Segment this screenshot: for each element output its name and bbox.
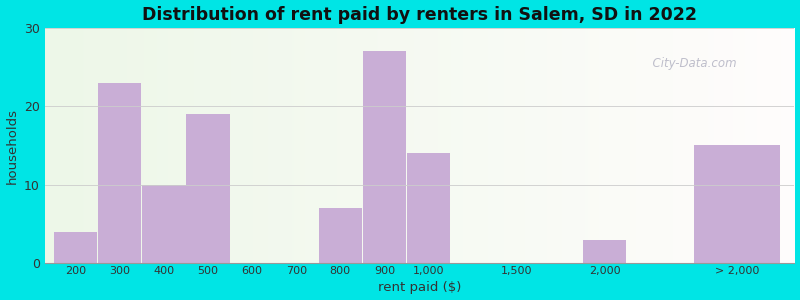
Bar bbox=[583, 240, 626, 263]
Bar bbox=[98, 83, 142, 263]
Title: Distribution of rent paid by renters in Salem, SD in 2022: Distribution of rent paid by renters in … bbox=[142, 6, 697, 24]
Bar bbox=[186, 114, 230, 263]
X-axis label: rent paid ($): rent paid ($) bbox=[378, 281, 462, 294]
Bar bbox=[362, 51, 406, 263]
Bar bbox=[142, 185, 186, 263]
Y-axis label: households: households bbox=[6, 107, 18, 184]
Bar bbox=[54, 232, 98, 263]
Bar bbox=[407, 153, 450, 263]
Text: City-Data.com: City-Data.com bbox=[645, 57, 736, 70]
Bar bbox=[694, 146, 780, 263]
Bar bbox=[318, 208, 362, 263]
